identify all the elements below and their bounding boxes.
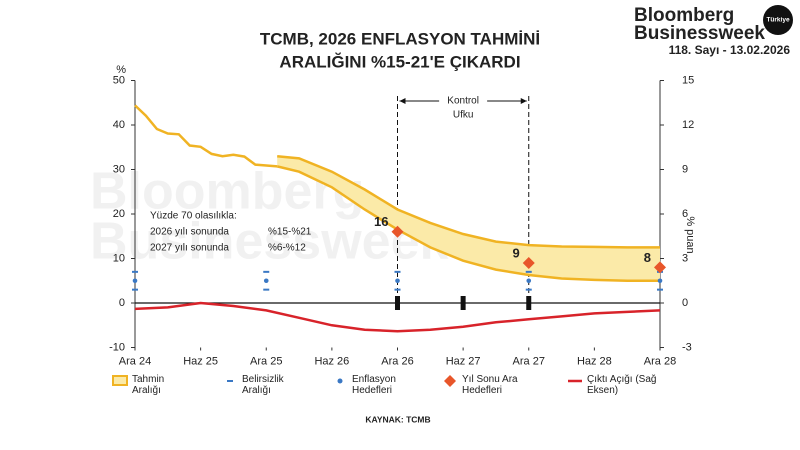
brand-badge [763,5,793,35]
legend-symbol [112,375,128,386]
x-tick-label: Haz 27 [446,355,481,367]
control-horizon-label: Kontrol [447,96,479,107]
note-heading: Yüzde 70 olasılıkla: [150,211,237,222]
chart-title: ARALIĞINI %15-21'E ÇIKARDI [279,52,520,71]
legend-swatch [337,378,343,384]
legend-label: Belirsizlik Aralığı [242,374,284,396]
legend-label: Enflasyon Hedefleri [352,374,396,396]
x-tick-label: Ara 25 [250,355,282,367]
point [132,278,138,284]
x-tick-label: Ara 24 [119,355,151,367]
x-tick-label: Haz 26 [314,355,349,367]
brand-name: Businessweek [634,23,765,44]
legend-label: Çıktı Açığı (Sağ Eksen) [587,374,657,396]
chart-title: TCMB, 2026 ENFLASYON TAHMİNİ [260,29,540,48]
legend: Tahmin Aralığı Belirsizlik Aralığı Enflasy… [112,374,692,408]
x-tick-label: Ara 28 [644,355,676,367]
y-tick-label: 20 [113,208,125,220]
note-text: 2027 yılı sonunda [150,243,229,254]
note-text: %6-%12 [268,243,306,254]
y2-axis-label: % puan [684,216,696,253]
x-tick-label: Ara 27 [513,355,545,367]
y-tick-label: 40 [113,119,125,131]
legend-symbol [337,378,343,384]
legend-swatch [568,379,582,383]
point [526,278,532,284]
brand-edition: Türkiye [766,17,790,24]
y-tick-label: 50 [113,74,125,86]
legend-item: Yıl Sonu Ara Hedefleri [442,374,550,396]
y-tick-label: 10 [113,252,125,264]
y2-tick-label: 0 [682,297,688,309]
source: KAYNAK: TCMB [365,414,430,424]
brand-name: Bloomberg [634,5,734,26]
target-marker [522,256,535,269]
legend-item: Belirsizlik Aralığı [222,374,330,396]
note-text: 2026 yılı sonunda [150,227,229,238]
note: Yüzde 70 olasılıkla: 2026 yılı sonunda %… [150,211,312,254]
line [134,104,278,168]
y2-tick-label: 3 [682,252,688,264]
legend-item: Tahmin Aralığı [112,374,220,396]
x-tick-label: Haz 28 [577,355,612,367]
band-lower [276,165,660,283]
legend-item: Çıktı Açığı (Sağ Eksen) [567,374,675,396]
label-bg [439,94,488,122]
y2-tick-label: 15 [682,74,694,86]
target-marker [654,261,666,274]
horizon-marker [460,296,466,310]
y2-tick-label: 9 [682,163,688,175]
point [263,278,269,284]
y2-tick-label: 6 [682,208,688,220]
legend-swatch [227,380,233,382]
data-label: 9 [513,245,520,260]
legend-symbol [444,375,456,387]
y2-tick-label: -3 [682,341,692,353]
x-tick-label: Haz 25 [183,355,218,367]
y-axis-label: % [116,64,126,76]
target-marker [391,225,404,238]
y-tick-label: -10 [109,341,125,353]
y2-tick-label: 12 [682,119,694,131]
band-upper [277,154,660,249]
horizon-marker [526,296,532,310]
y-tick-label: 0 [119,297,125,309]
legend-item: Enflasyon Hedefleri [332,374,440,396]
legend-swatch [112,375,128,386]
data-label: 8 [644,250,651,265]
point [395,278,400,284]
band-area [277,156,660,281]
line [134,301,661,333]
horizon-marker [395,296,400,310]
x-tick-label: Ara 26 [381,355,413,367]
point [657,278,663,284]
control-horizon-label: Ufku [453,110,474,121]
legend-label: Tahmin Aralığı [132,374,165,396]
legend-swatch [444,375,456,387]
note-text: %15-%21 [268,227,312,238]
y-tick-label: 30 [113,163,125,175]
data-label: 16 [374,214,388,229]
issue: 118. Sayı - 13.02.2026 [669,43,791,57]
legend-label: Yıl Sonu Ara Hedefleri [462,374,518,396]
